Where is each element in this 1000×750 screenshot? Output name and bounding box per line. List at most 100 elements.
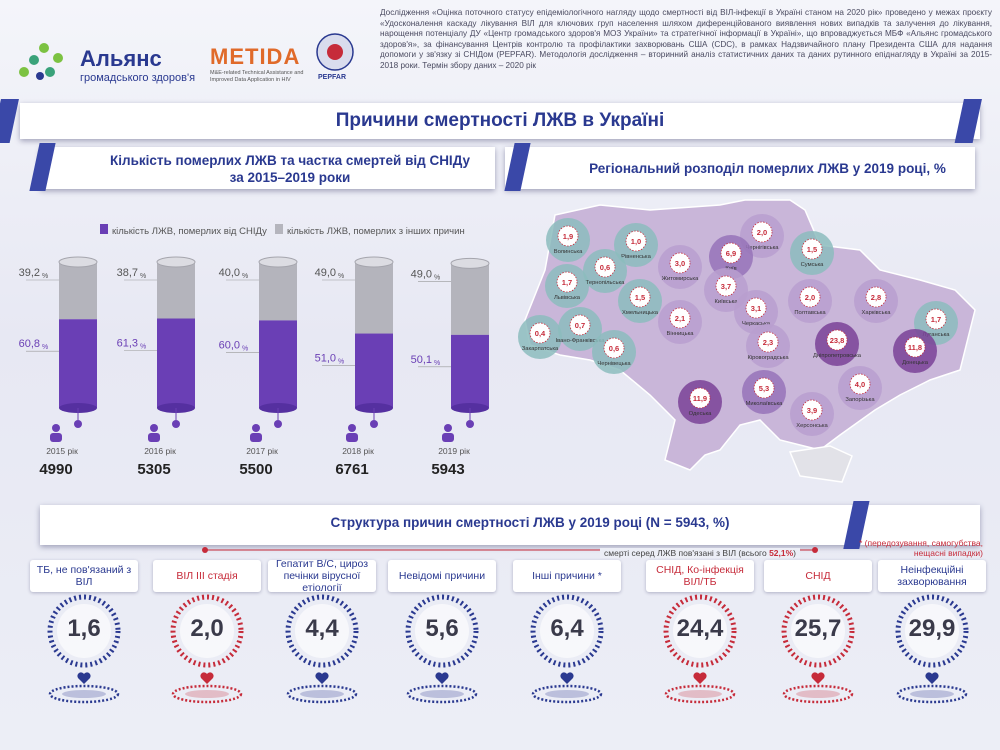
base-glow bbox=[796, 690, 840, 698]
heart-icon bbox=[315, 672, 329, 684]
cause-label: Гепатит В/С, цироз печінки вірусної етіо… bbox=[268, 558, 376, 594]
section-title: Кількість померлих ЛЖВ та частка смертей… bbox=[90, 152, 490, 186]
base-glow bbox=[545, 690, 589, 698]
region-value: 1,5 bbox=[635, 293, 645, 302]
region-marker bbox=[669, 307, 691, 329]
legend-swatch bbox=[275, 224, 283, 234]
region-marker bbox=[849, 373, 871, 395]
cylinder-other bbox=[59, 262, 97, 320]
cause-ring bbox=[285, 594, 359, 668]
aids-share-label: 60,0 bbox=[219, 339, 240, 351]
alliance-name: Альянс bbox=[80, 46, 162, 71]
cylinder-other bbox=[355, 262, 393, 334]
person-icon bbox=[348, 424, 356, 432]
region-marker bbox=[865, 286, 887, 308]
section-accent bbox=[843, 501, 870, 549]
base-ring bbox=[782, 684, 854, 704]
region-value: 1,9 bbox=[563, 232, 573, 241]
section-title: Регіональний розподіл померлих ЛЖВ у 201… bbox=[589, 161, 946, 176]
pepfar-label: PEPFAR bbox=[318, 74, 347, 81]
person-icon bbox=[50, 433, 62, 442]
unit: % bbox=[338, 359, 344, 366]
title-accent bbox=[0, 99, 19, 143]
cause-ring bbox=[895, 594, 969, 668]
legend-label: кількість ЛЖВ, померлих від СНІДу bbox=[112, 226, 267, 237]
cause-value: 24,4 bbox=[676, 615, 724, 642]
cause-ring bbox=[663, 594, 737, 668]
region-value: 3,9 bbox=[807, 406, 817, 415]
unit: % bbox=[42, 273, 48, 280]
cylinder-top bbox=[258, 256, 298, 268]
base-glow bbox=[420, 690, 464, 698]
region-name: Черкаська bbox=[742, 321, 771, 327]
hiv-note-end: ) bbox=[793, 548, 797, 558]
cylinder-aids bbox=[157, 318, 195, 408]
pin-icon bbox=[274, 420, 282, 428]
region-marker bbox=[594, 256, 616, 278]
region-value: 0,6 bbox=[609, 344, 619, 353]
person-icon bbox=[52, 424, 60, 432]
cause-ring-inner bbox=[57, 604, 111, 658]
cause-ring bbox=[781, 594, 855, 668]
aids-share-label: 61,3 bbox=[117, 338, 138, 350]
person-icon bbox=[444, 424, 452, 432]
heart-icon bbox=[435, 672, 449, 684]
region-value: 11,8 bbox=[908, 343, 922, 352]
cylinder-other bbox=[259, 262, 297, 321]
cause-ring bbox=[405, 594, 479, 668]
region-value: 3,1 bbox=[751, 304, 761, 313]
pin-icon bbox=[370, 420, 378, 428]
heart-icon bbox=[560, 672, 574, 684]
region-name: Львівська bbox=[554, 295, 581, 301]
base-ring bbox=[531, 684, 603, 704]
heart-icon bbox=[200, 672, 214, 684]
region-marker bbox=[720, 242, 742, 264]
base-glow bbox=[910, 690, 954, 698]
hiv-line-dot bbox=[202, 547, 208, 553]
region-name: Житомирська bbox=[662, 276, 699, 282]
region-name: Івано-Франківська bbox=[556, 338, 606, 344]
person-icon bbox=[442, 433, 454, 442]
region-name: Миколаївська bbox=[746, 401, 784, 407]
region-name: Чернівецька bbox=[597, 361, 631, 367]
cause-ring-inner bbox=[905, 604, 959, 658]
region-marker bbox=[689, 387, 711, 409]
section-bar bbox=[40, 505, 980, 545]
region-marker bbox=[757, 331, 779, 353]
unit: % bbox=[140, 344, 146, 351]
region-name: Київська bbox=[714, 299, 738, 305]
region-marker bbox=[569, 314, 591, 336]
region-marker bbox=[925, 308, 947, 330]
region-value: 23,8 bbox=[830, 336, 845, 345]
year-label: 2018 рік bbox=[342, 446, 374, 456]
year-total: 4990 bbox=[39, 461, 72, 478]
aids-share-label: 51,0 bbox=[315, 353, 336, 365]
cylinder-other bbox=[157, 262, 195, 319]
hiv-total: 52,1% bbox=[769, 548, 794, 558]
region-name: Дніпропетровська bbox=[813, 353, 862, 359]
base-ring bbox=[48, 684, 120, 704]
cause-label: СНІД bbox=[764, 560, 872, 592]
cylinder-top bbox=[156, 256, 196, 268]
region-value: 5,3 bbox=[759, 384, 769, 393]
cylinder-other bbox=[451, 263, 489, 335]
unit: % bbox=[42, 344, 48, 351]
section-accent bbox=[29, 143, 56, 191]
unit: % bbox=[434, 360, 440, 367]
person-icon bbox=[252, 424, 260, 432]
year-total: 5500 bbox=[239, 461, 272, 478]
other-share-label: 49,0 bbox=[411, 268, 432, 280]
map-crimea bbox=[788, 445, 853, 483]
legend-swatch bbox=[100, 224, 108, 234]
person-icon bbox=[148, 433, 160, 442]
hiv-line-dot bbox=[812, 547, 818, 553]
cylinder-top bbox=[58, 256, 98, 268]
region-marker bbox=[753, 377, 775, 399]
cause-label: Невідомі причини bbox=[388, 560, 496, 592]
region-name: Херсонська bbox=[796, 423, 828, 429]
cylinder-top bbox=[354, 256, 394, 268]
cause-value: 5,6 bbox=[425, 615, 459, 642]
cylinder-top bbox=[450, 257, 490, 269]
region-value: 1,5 bbox=[807, 245, 817, 254]
cause-value: 6,4 bbox=[550, 615, 584, 642]
